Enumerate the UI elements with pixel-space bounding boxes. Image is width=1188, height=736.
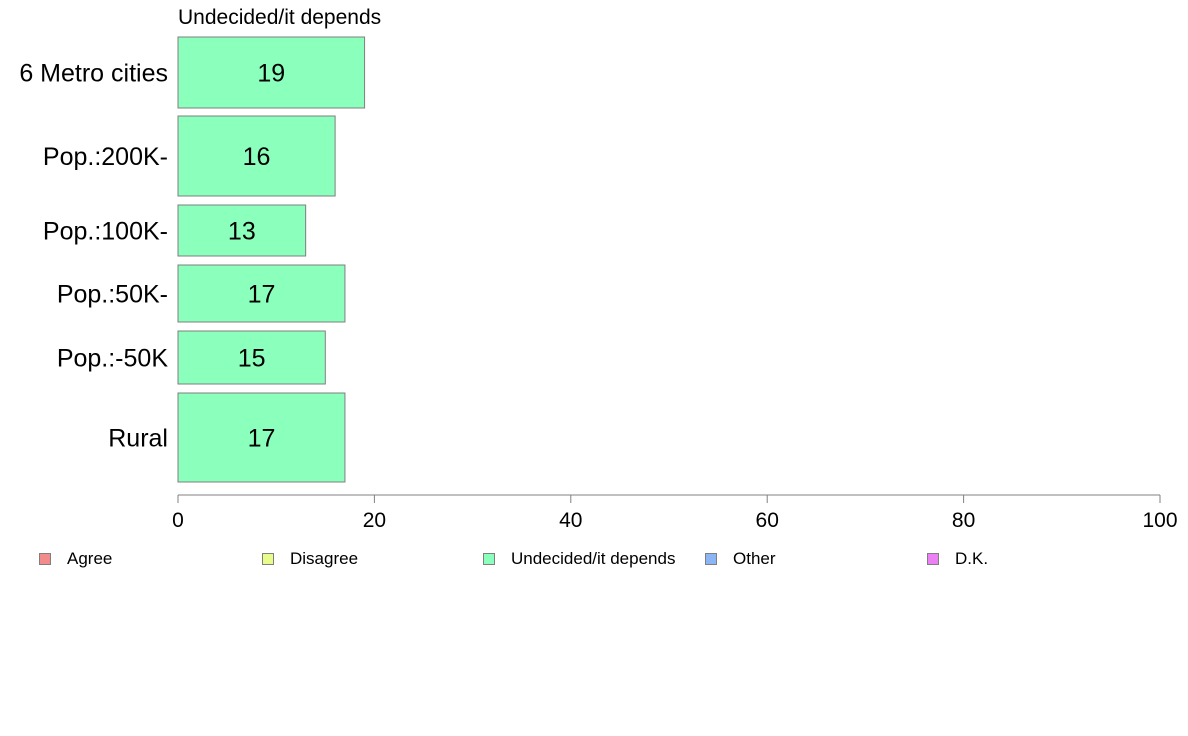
bar-chart: Undecided/it depends 6 Metro cities 19 Pop…: [19, 6, 1178, 532]
category-label-pop-50k: Pop.:50K-: [57, 281, 168, 309]
legend-item-agree: Agree: [39, 548, 112, 570]
legend-swatch-disagree: [262, 553, 274, 565]
legend-item-other: Other: [705, 548, 776, 570]
x-tick-label-40: 40: [559, 509, 582, 532]
bar-rural: [177, 392, 346, 483]
legend-item-dk: D.K.: [927, 548, 988, 570]
data-label-pop-100k: 13: [228, 218, 256, 246]
x-tick-label-0: 0: [172, 509, 184, 532]
data-label-6-metro-cities: 19: [257, 60, 285, 88]
legend-swatch-other: [705, 553, 717, 565]
legend-label-other: Other: [733, 549, 776, 568]
legend-label-undecided: Undecided/it depends: [511, 549, 676, 568]
x-tick-label-20: 20: [363, 509, 386, 532]
bars-group: 6 Metro cities 19 Pop.:200K- 16 Pop.:100K- 13…: [19, 36, 366, 483]
x-tick-label-100: 100: [1142, 509, 1177, 532]
legend-swatch-dk: [927, 553, 939, 565]
chart-title: Undecided/it depends: [178, 6, 381, 29]
bar-pop-200k: [177, 115, 336, 197]
legend-item-undecided: Undecided/it depends: [483, 548, 675, 570]
legend-label-agree: Agree: [67, 549, 113, 568]
legend-label-dk: D.K.: [955, 549, 989, 568]
x-axis: 0 20 40 60 80 100: [172, 494, 1178, 532]
legend: Agree Disagree Undecided/it depends Othe…: [0, 548, 1188, 572]
data-label-pop-50k: 17: [248, 281, 276, 309]
legend-swatch-agree: [39, 553, 51, 565]
legend-item-disagree: Disagree: [262, 548, 358, 570]
category-label-pop-200k: Pop.:200K-: [43, 143, 168, 171]
category-label-pop-50k: Pop.:-50K: [57, 345, 169, 373]
data-label-pop-200k: 16: [243, 143, 271, 171]
category-label-6-metro-cities: 6 Metro cities: [19, 60, 168, 88]
legend-swatch-undecided: [483, 553, 495, 565]
bar-6-metro-cities: [177, 36, 366, 109]
x-tick-label-80: 80: [952, 509, 975, 532]
legend-label-disagree: Disagree: [290, 549, 359, 568]
category-label-rural: Rural: [108, 425, 168, 453]
category-label-pop-100k: Pop.:100K-: [43, 218, 168, 246]
bar-pop-50k: [177, 330, 326, 385]
data-label-pop-50k: 15: [238, 345, 266, 373]
data-label-rural: 17: [248, 425, 276, 453]
bar-pop-100k: [177, 204, 307, 257]
x-tick-label-60: 60: [756, 509, 779, 532]
bar-pop-50k: [177, 264, 346, 323]
